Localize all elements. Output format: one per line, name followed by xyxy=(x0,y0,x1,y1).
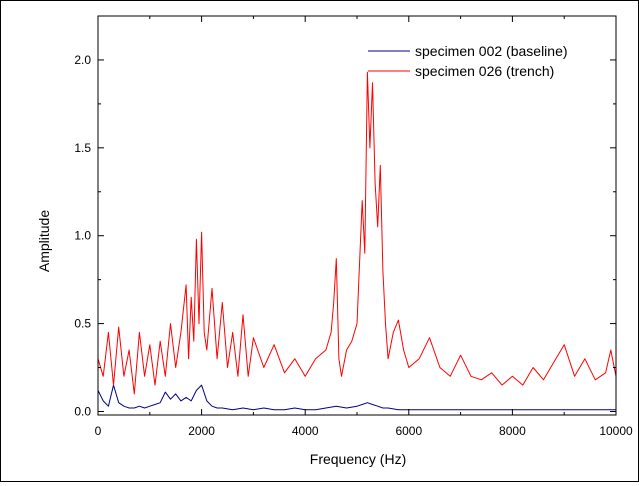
y-tick-label: 0.5 xyxy=(74,317,91,331)
x-tick-label: 0 xyxy=(95,424,102,438)
series-line-1 xyxy=(98,384,616,411)
legend: specimen 002 (baseline) specimen 026 (tre… xyxy=(368,43,568,79)
series-layer xyxy=(98,71,616,411)
series-line-2 xyxy=(98,71,616,395)
y-tick-label: 1.0 xyxy=(74,229,91,243)
y-tick-label: 0.0 xyxy=(74,404,91,418)
x-tick-label: 8000 xyxy=(499,424,526,438)
x-tick-label: 6000 xyxy=(395,424,422,438)
y-axis-title: Amplitude xyxy=(36,210,52,272)
legend-label-2: specimen 026 (trench) xyxy=(415,63,554,79)
legend-label-1: specimen 002 (baseline) xyxy=(415,43,568,59)
x-axis-title: Frequency (Hz) xyxy=(310,451,406,467)
x-tick-label: 10000 xyxy=(599,424,633,438)
x-tick-label: 2000 xyxy=(188,424,215,438)
y-tick-label: 1.5 xyxy=(74,141,91,155)
plot-background xyxy=(98,16,616,415)
axis-layer: 0 2000 4000 6000 8000 10000 0.0 0.5 1.0 1.5 2.0 xyxy=(74,15,633,438)
x-tick-label: 4000 xyxy=(292,424,319,438)
y-tick-label: 2.0 xyxy=(74,53,91,67)
plot-area xyxy=(98,16,616,415)
